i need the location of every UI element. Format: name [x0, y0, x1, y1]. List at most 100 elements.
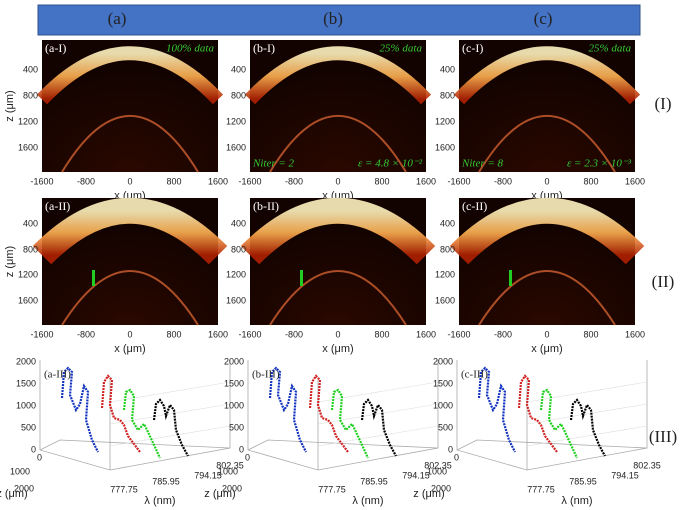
plot-grid: [109, 381, 231, 403]
x-tick-label: -800: [285, 176, 303, 186]
depth-tick-label: 1000: [427, 466, 447, 476]
depth-axis-label: z (μm): [413, 488, 444, 500]
intensity-tick-label: 2000: [433, 356, 453, 366]
column-label: (c): [534, 9, 553, 28]
z-tick-label: 800: [440, 90, 455, 100]
panel-label: (b-III): [252, 369, 280, 381]
tissue-band: [36, 46, 224, 105]
tissue-band: [453, 46, 641, 105]
panel-label: (b-I): [253, 41, 275, 55]
x-tick-label: -1600: [238, 329, 261, 339]
iteration-note: Niter = 2: [252, 158, 295, 170]
wavelength-tick-label: 785.95: [152, 476, 180, 486]
z-axis-label: z (μm): [4, 90, 16, 121]
x-tick-label: 1600: [625, 176, 645, 186]
intensity-tick-label: 500: [21, 422, 36, 432]
panel-note: 25% data: [380, 43, 423, 55]
tissue-band: [244, 46, 432, 105]
depth-tick-label: 2000: [14, 483, 34, 493]
depth-tick-label: 0: [245, 452, 250, 462]
wavelength-tick-label: 777.75: [318, 484, 346, 494]
spectrum-curve: [100, 374, 141, 453]
x-tick-label: -800: [77, 329, 95, 339]
x-tick-label: 0: [335, 176, 340, 186]
panel-label: (c-II): [462, 199, 487, 213]
row-label: (I): [655, 94, 672, 113]
profile-marker: [300, 270, 303, 286]
x-tick-label: 1600: [208, 176, 228, 186]
spectrum-curve: [122, 388, 161, 459]
spectrum-curve: [517, 374, 558, 453]
wavelength-tick-label: 802.35: [633, 460, 661, 470]
depth-tick-label: 0: [454, 452, 459, 462]
inner-boundary: [478, 115, 616, 173]
panel-label: (c-I): [462, 41, 483, 55]
z-tick-label: 400: [23, 64, 38, 74]
wavelength-tick-label: 794.15: [611, 470, 639, 480]
panel-label: (a-III): [44, 369, 71, 381]
depth-tick-label: 0: [37, 452, 42, 462]
panel-label: (c-III): [461, 369, 488, 381]
panel-label: (a-II): [45, 199, 70, 213]
z-tick-label: 400: [231, 64, 246, 74]
oct-image: [459, 40, 635, 172]
spectrum-curve: [152, 398, 189, 457]
plot-grid: [109, 425, 231, 447]
intensity-tick-label: 1000: [16, 400, 36, 410]
z-tick-label: 1600: [435, 295, 455, 305]
intensity-tick-label: 2000: [16, 356, 36, 366]
z-tick-label: 400: [23, 218, 38, 228]
x-tick-label: -1600: [30, 176, 53, 186]
wavelength-tick-label: 777.75: [110, 484, 138, 494]
depth-tick-label: 1000: [218, 466, 238, 476]
z-tick-label: 800: [23, 244, 38, 254]
plot-grid: [109, 403, 231, 425]
spectrum-curve: [308, 374, 349, 453]
plot-grid: [526, 381, 648, 403]
intensity-tick-label: 500: [438, 422, 453, 432]
x-tick-label: 800: [583, 176, 598, 186]
spectrum-curve: [268, 366, 307, 453]
inner-boundary: [269, 115, 407, 173]
z-tick-label: 800: [23, 90, 38, 100]
z-tick-label: 800: [440, 244, 455, 254]
intensity-tick-label: 2000: [224, 356, 244, 366]
inner-boundary: [61, 270, 199, 326]
z-tick-label: 400: [440, 64, 455, 74]
inner-boundary: [61, 115, 199, 173]
panel-label: (a-I): [45, 41, 66, 55]
spectrum-curve: [477, 366, 516, 453]
tissue-band: [449, 197, 645, 265]
z-tick-label: 1600: [226, 142, 246, 152]
wavelength-axis-label: λ (nm): [144, 495, 175, 507]
tissue-band: [32, 197, 228, 265]
panel-note: 100% data: [166, 43, 214, 55]
iteration-note: Niter = 8: [461, 158, 504, 170]
x-axis-label: x (μm): [531, 343, 562, 355]
intensity-tick-label: 1500: [16, 378, 36, 388]
wavelength-axis-label: λ (nm): [561, 495, 592, 507]
plot-grid: [526, 425, 648, 447]
column-label: (b): [323, 9, 343, 28]
x-tick-label: -1600: [447, 176, 470, 186]
x-tick-label: 800: [374, 176, 389, 186]
wavelength-tick-label: 794.15: [402, 470, 430, 480]
spectrum-curve: [60, 366, 99, 453]
x-tick-label: 1600: [416, 176, 436, 186]
z-tick-label: 800: [231, 90, 246, 100]
spectrum-curve: [569, 398, 606, 457]
z-tick-label: 1200: [435, 116, 455, 126]
wavelength-tick-label: 794.15: [194, 470, 222, 480]
x-tick-label: 800: [166, 176, 181, 186]
depth-tick-label: 2000: [222, 483, 242, 493]
oct-image: [42, 40, 218, 172]
x-tick-label: 0: [127, 329, 132, 339]
plot-grid: [317, 403, 439, 425]
x-tick-label: -1600: [30, 329, 53, 339]
spectrum-curve: [360, 398, 397, 457]
row-label: (II): [652, 272, 675, 291]
error-note: ε = 2.3 × 10⁻³: [567, 158, 632, 170]
z-tick-label: 1200: [226, 116, 246, 126]
z-tick-label: 1600: [226, 295, 246, 305]
